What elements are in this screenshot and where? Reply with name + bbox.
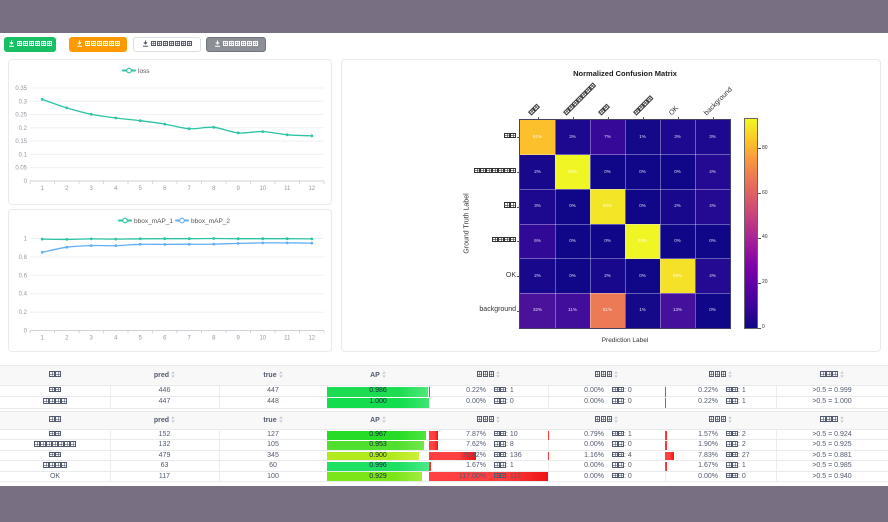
svg-text:0.25: 0.25 bbox=[15, 113, 27, 119]
svg-text:0.2: 0.2 bbox=[19, 126, 28, 132]
svg-text:1: 1 bbox=[24, 237, 28, 243]
svg-text:8: 8 bbox=[212, 336, 216, 342]
svg-text:6: 6 bbox=[163, 336, 167, 342]
svg-text:bbox_mAP_1: bbox_mAP_1 bbox=[134, 218, 173, 225]
svg-text:9: 9 bbox=[237, 336, 241, 342]
svg-text:12: 12 bbox=[308, 336, 315, 342]
svg-text:0.4: 0.4 bbox=[19, 292, 28, 298]
svg-text:7: 7 bbox=[188, 186, 192, 192]
svg-text:0.3: 0.3 bbox=[19, 99, 28, 105]
svg-text:10: 10 bbox=[259, 336, 266, 342]
svg-text:loss: loss bbox=[138, 68, 150, 75]
svg-text:12: 12 bbox=[308, 186, 315, 192]
svg-text:2: 2 bbox=[65, 186, 69, 192]
svg-text:11: 11 bbox=[284, 186, 291, 192]
svg-text:5: 5 bbox=[139, 336, 143, 342]
svg-text:10: 10 bbox=[259, 186, 266, 192]
svg-text:5: 5 bbox=[139, 186, 143, 192]
svg-text:0.6: 0.6 bbox=[19, 273, 28, 279]
svg-text:1: 1 bbox=[41, 336, 45, 342]
svg-text:0.1: 0.1 bbox=[19, 152, 28, 158]
svg-text:7: 7 bbox=[188, 336, 192, 342]
svg-text:1: 1 bbox=[41, 186, 45, 192]
svg-text:4: 4 bbox=[114, 186, 118, 192]
svg-text:0.8: 0.8 bbox=[19, 255, 28, 261]
svg-text:3: 3 bbox=[90, 336, 94, 342]
svg-text:3: 3 bbox=[90, 186, 94, 192]
svg-text:0.35: 0.35 bbox=[15, 86, 27, 92]
svg-text:9: 9 bbox=[237, 186, 241, 192]
svg-text:0.05: 0.05 bbox=[15, 166, 27, 172]
svg-text:0: 0 bbox=[24, 329, 28, 335]
svg-text:8: 8 bbox=[212, 186, 216, 192]
svg-text:6: 6 bbox=[163, 186, 167, 192]
svg-text:0: 0 bbox=[24, 179, 28, 185]
svg-text:bbox_mAP_2: bbox_mAP_2 bbox=[191, 218, 230, 225]
svg-text:11: 11 bbox=[284, 336, 291, 342]
svg-text:0.2: 0.2 bbox=[19, 310, 28, 316]
svg-text:2: 2 bbox=[65, 336, 69, 342]
svg-text:4: 4 bbox=[114, 336, 118, 342]
svg-text:0.15: 0.15 bbox=[15, 139, 27, 145]
